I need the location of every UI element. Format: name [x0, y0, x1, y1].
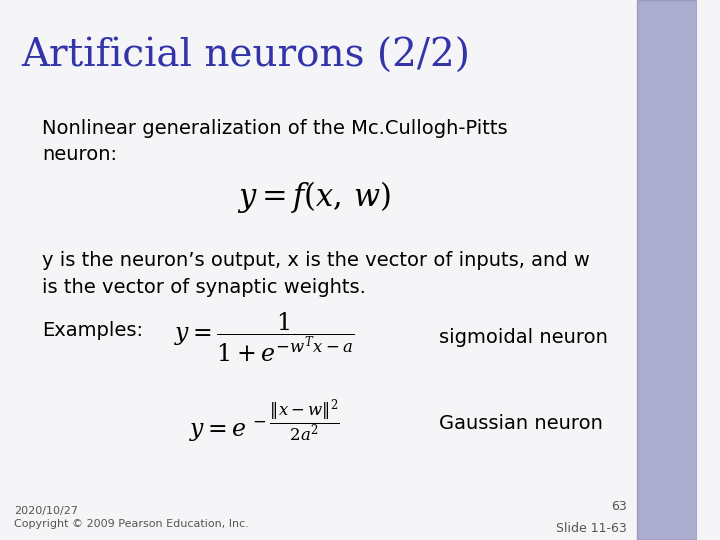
Text: Artificial neurons (2/2): Artificial neurons (2/2) [21, 38, 470, 75]
Text: 2020/10/27
Copyright © 2009 Pearson Education, Inc.: 2020/10/27 Copyright © 2009 Pearson Educ… [14, 506, 249, 529]
Text: 63: 63 [611, 500, 627, 513]
Text: $y = \dfrac{1}{1+e^{-w^{T}x-a}}$: $y = \dfrac{1}{1+e^{-w^{T}x-a}}$ [174, 310, 355, 365]
Text: Nonlinear generalization of the Mc.Cullogh-Pitts
neuron:: Nonlinear generalization of the Mc.Cullo… [42, 119, 508, 164]
Text: y is the neuron’s output, x is the vector of inputs, and w
is the vector of syna: y is the neuron’s output, x is the vecto… [42, 251, 590, 296]
Text: sigmoidal neuron: sigmoidal neuron [439, 328, 608, 347]
Text: Examples:: Examples: [42, 321, 143, 340]
Bar [637, 0, 697, 540]
Text: Slide 11-63: Slide 11-63 [557, 522, 627, 535]
Text: $y = e^{\,-\dfrac{\|x-w\|^2}{2a^2}}$: $y = e^{\,-\dfrac{\|x-w\|^2}{2a^2}}$ [189, 397, 340, 445]
Text: Gaussian neuron: Gaussian neuron [439, 414, 603, 434]
Text: $y = f(x,\,w)$: $y = f(x,\,w)$ [237, 179, 390, 215]
